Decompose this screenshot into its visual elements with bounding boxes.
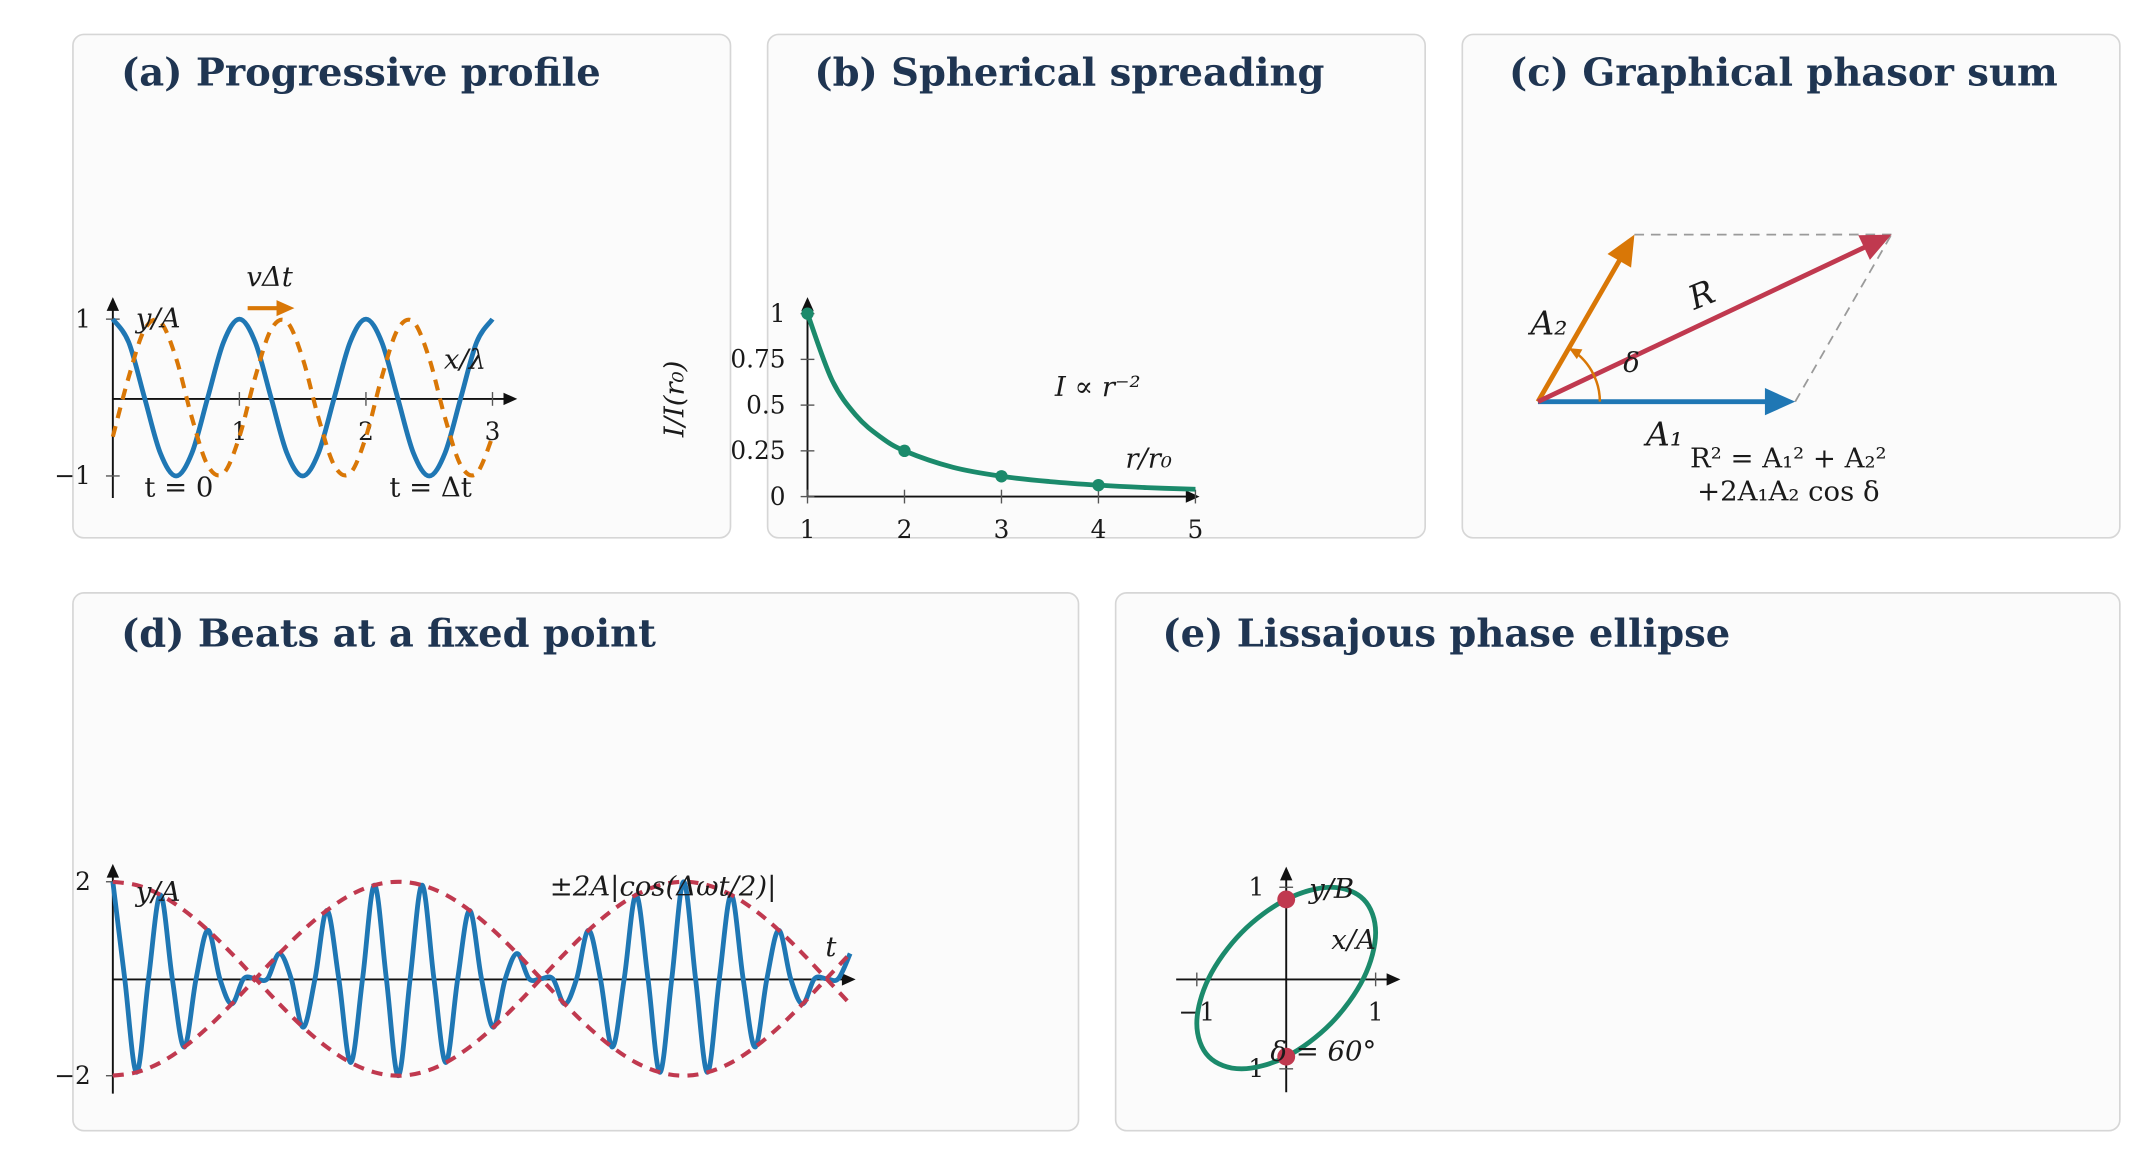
data-point: [1277, 1047, 1296, 1066]
panel: [1114, 592, 2121, 1132]
y-axis-label: I/I(r₀): [659, 361, 691, 439]
x-tick-label: 4: [1091, 515, 1107, 544]
arrow-head: [106, 863, 120, 878]
x-axis-label: r/r₀: [1125, 443, 1172, 475]
arrow-head: [1607, 234, 1635, 268]
annotation: vΔt: [246, 261, 293, 293]
arrow-head: [1568, 348, 1583, 360]
arrow-head: [106, 297, 120, 311]
y-tick-label: 1: [75, 304, 91, 333]
y-tick-label: 1: [770, 299, 786, 328]
series-label: t = Δt: [389, 472, 472, 504]
y-tick-label: 0.75: [730, 345, 785, 374]
vector-label: A₂: [1527, 303, 1567, 342]
x-axis-label: t: [825, 931, 837, 963]
panel: [1461, 33, 2121, 539]
arrow-head: [801, 297, 814, 311]
arrow-head: [841, 973, 856, 986]
x-tick-label: 5: [1188, 515, 1204, 544]
y-tick-label: 1: [1248, 873, 1264, 902]
panel: [766, 33, 1426, 539]
series-line: [112, 879, 852, 1078]
data-point: [898, 444, 911, 458]
data-point: [1277, 890, 1296, 909]
annotation: ±2A|cos(Δωt/2)|: [550, 871, 777, 903]
x-tick-label: 3: [485, 417, 501, 446]
y-axis-label: y/A: [134, 876, 181, 908]
y-axis-label: y/B: [1307, 873, 1354, 905]
arrow-head: [276, 300, 295, 317]
series-label: t = 0: [144, 472, 213, 504]
x-tick-label: 1: [800, 515, 816, 544]
angle-label: δ: [1623, 346, 1640, 378]
formula: R² = A₁² + A₂²: [1690, 443, 1887, 475]
arrow-head: [503, 392, 518, 406]
x-tick-label: 1: [1368, 998, 1384, 1027]
arrow-head: [1280, 866, 1293, 881]
panel: [72, 33, 732, 539]
x-axis-label: x/A: [1331, 924, 1376, 956]
x-tick-label: 2: [897, 515, 913, 544]
data-point: [1092, 478, 1105, 492]
arrow-head: [1764, 388, 1796, 416]
annotation: I ∝ r⁻²: [1054, 371, 1141, 403]
y-tick-label: 0.25: [730, 436, 785, 465]
phasor-vector: [1535, 250, 1627, 403]
annotation: δ = 60°: [1270, 1036, 1376, 1068]
series-line: [112, 879, 852, 1078]
panel-title: (b) Spherical spreading: [814, 50, 1324, 95]
y-tick-label: 0.5: [746, 390, 785, 419]
data-point: [801, 307, 814, 320]
panel-title: (d) Beats at a fixed point: [121, 612, 656, 657]
panel: [72, 592, 1080, 1132]
y-axis-label: y/A: [134, 302, 181, 334]
x-axis-label: x/λ: [444, 344, 486, 376]
panel-title: (e) Lissajous phase ellipse: [1162, 612, 1730, 657]
formula: +2A₁A₂ cos δ: [1697, 476, 1879, 508]
y-tick-label: 0: [770, 482, 786, 511]
vector-label: A₁: [1643, 415, 1683, 454]
arrow-head: [1185, 490, 1200, 503]
series-line: [1194, 884, 1379, 1072]
series-line: [110, 316, 495, 479]
y-tick-label: 2: [75, 867, 91, 896]
y-tick-label: −1: [54, 461, 91, 490]
panel-title: (a) Progressive profile: [121, 50, 601, 95]
series-line: [805, 312, 1196, 492]
arrow-head: [1386, 973, 1401, 986]
x-tick-label: 3: [994, 515, 1010, 544]
data-point: [995, 470, 1008, 483]
panel-title: (c) Graphical phasor sum: [1509, 50, 2058, 95]
y-tick-label: −2: [54, 1061, 91, 1090]
arrow-head: [1858, 234, 1892, 260]
